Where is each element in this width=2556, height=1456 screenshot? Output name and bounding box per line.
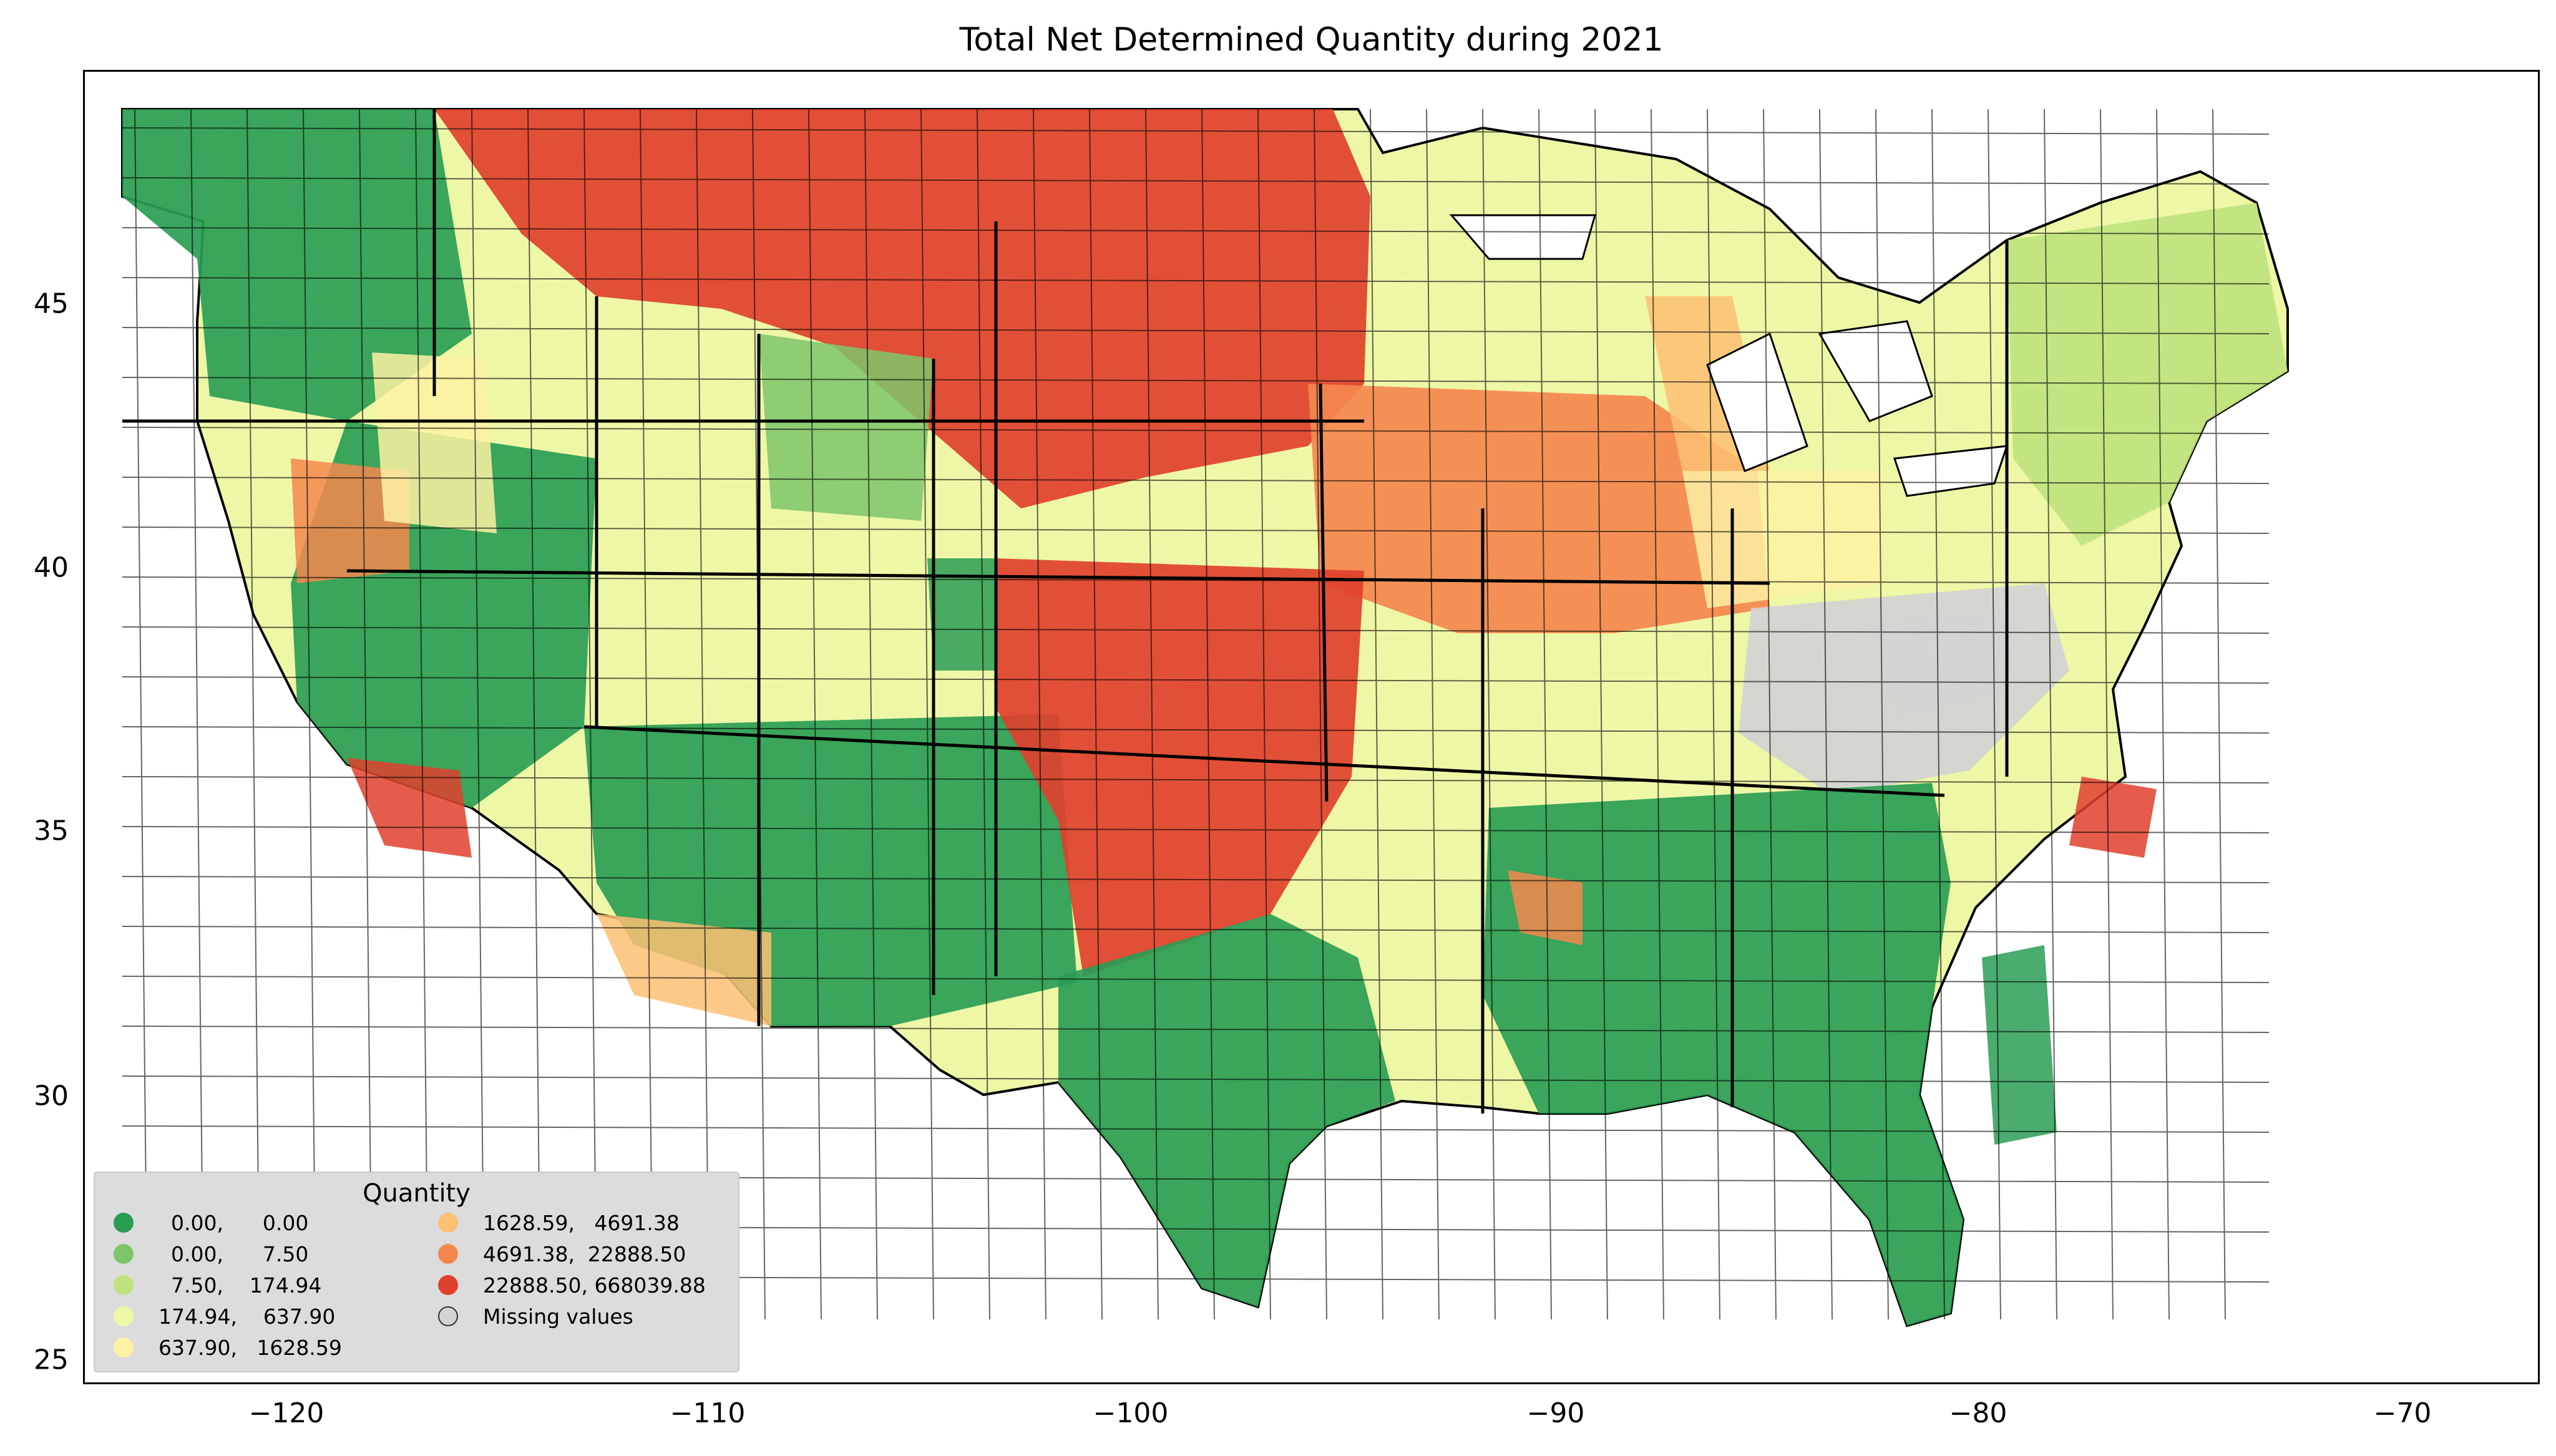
map-patch [1870,608,2019,721]
y-tick-label: 30 [34,1080,69,1112]
state-boundary [346,569,1770,585]
lake [1449,214,1596,260]
map-patch [1508,870,1583,945]
legend: Quantity 0.00, 0.00 0.00, 7.50 7.50, 174… [94,1172,739,1372]
map-patch [759,334,934,521]
legend-label: 637.90, 1628.59 [159,1335,342,1360]
legend-entry: 4691.38, 22888.50 [438,1239,686,1269]
legend-label: 7.50, 174.94 [171,1273,322,1298]
map-region [2007,203,2288,546]
map-region [434,109,1370,508]
legend-label: 0.00, 7.50 [171,1241,309,1266]
map-region [122,109,472,421]
legend-swatch [438,1213,458,1233]
legend-label: 1628.59, 4691.38 [483,1210,680,1235]
legend-label: 174.94, 637.90 [159,1304,336,1329]
us-county-map [121,108,2289,1327]
legend-entry: 0.00, 0.00 [114,1208,308,1238]
legend-swatch [438,1275,458,1295]
map-patch [291,459,409,583]
plot-area [83,70,2540,1384]
legend-label: Missing values [483,1304,633,1329]
legend-entry: Missing values [438,1301,633,1331]
legend-entry: 0.00, 7.50 [114,1239,308,1269]
map-region [1058,914,1395,1307]
x-tick-label: −110 [670,1397,746,1429]
map-region [996,558,1364,976]
y-tick-label: 35 [34,815,69,847]
legend-label: 22888.50, 668039.88 [483,1273,706,1298]
legend-entry: 22888.50, 668039.88 [438,1270,706,1300]
y-tick-label: 45 [34,288,69,320]
legend-label: 4691.38, 22888.50 [483,1241,686,1266]
legend-entry: 637.90, 1628.59 [114,1332,342,1362]
map-patch [597,914,771,1026]
legend-swatch [438,1306,458,1326]
x-tick-label: −100 [1093,1397,1169,1429]
map-patch [2069,777,2157,858]
lake [1893,445,2009,497]
map-patch [1982,945,2057,1145]
lake [1706,332,1808,472]
legend-entry: 7.50, 174.94 [114,1270,321,1300]
legend-entry: 174.94, 637.90 [114,1301,335,1331]
x-tick-label: −90 [1526,1397,1585,1429]
x-tick-label: −120 [248,1397,324,1429]
map-patch [372,352,497,533]
legend-swatch [438,1244,458,1264]
legend-swatch [114,1306,134,1326]
legend-entry: 1628.59, 4691.38 [438,1208,680,1238]
legend-swatch [114,1337,134,1357]
state-boundary [1319,383,1329,802]
y-tick-label: 40 [34,551,69,584]
legend-swatch [114,1275,134,1295]
x-tick-label: −80 [1949,1397,2007,1429]
state-boundary [583,725,1945,797]
map-patch [347,758,472,858]
chart-title: Total Net Determined Quantity during 202… [959,21,1664,59]
x-tick-label: −70 [2373,1397,2432,1429]
map-patch [927,558,996,671]
legend-swatch [114,1213,134,1233]
y-tick-label: 25 [34,1344,69,1376]
legend-swatch [114,1244,134,1264]
legend-label: 0.00, 0.00 [171,1210,309,1235]
map-region [1483,783,1963,1326]
legend-title: Quantity [363,1179,471,1208]
